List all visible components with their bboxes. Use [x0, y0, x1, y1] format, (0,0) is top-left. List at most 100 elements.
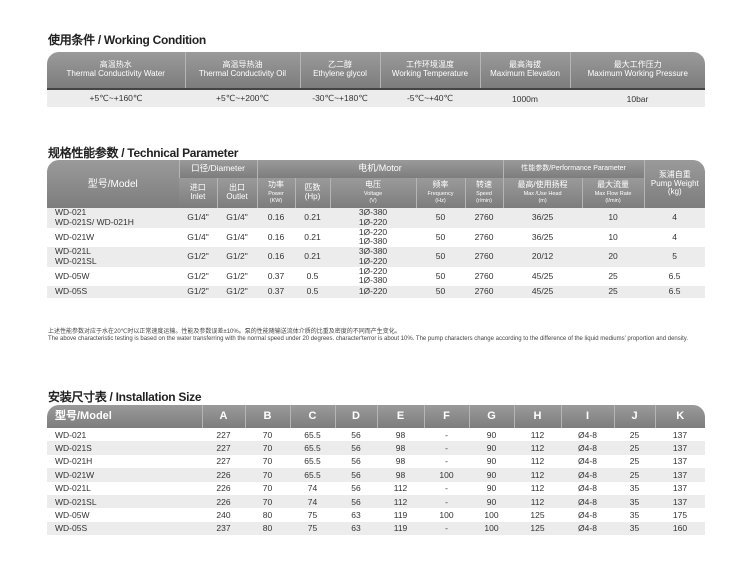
size-cell: 227: [216, 429, 231, 440]
header-c: C: [289, 405, 335, 428]
size-cell: 137: [672, 483, 688, 494]
outlet-cell: G1/2": [226, 270, 248, 281]
header-b: B: [244, 405, 290, 428]
hp-cell: 0.5: [306, 270, 319, 281]
working-value: +5℃~+160℃: [47, 89, 185, 107]
power-cell: 0.16: [257, 208, 295, 228]
model-name: WD-021W: [55, 231, 95, 242]
table-row: WD-021L 226 70 74 56 112 - 90 112 Ø4-8 35 137: [47, 482, 705, 495]
voltage-cell: 3Ø-380 1Ø-220: [330, 208, 416, 228]
table-row: WD-021 227 70 65.5 56 98 - 90 112 Ø4-8 25 137: [47, 428, 705, 441]
size-cell: 98: [395, 456, 406, 467]
outlet-cell: G1/4": [226, 231, 248, 242]
hp-cell: 0.21: [295, 247, 330, 267]
size-cell: 112: [514, 468, 561, 482]
header-diameter: 口径/Diameter: [178, 160, 257, 178]
outlet-cell: G1/4": [217, 208, 257, 228]
size-cell: 90: [486, 483, 497, 494]
model-cell: WD-021SL: [47, 494, 202, 509]
freq-cell: 50: [435, 231, 446, 242]
size-cell: 70: [262, 483, 273, 494]
header-head-line: 最高/使用扬程: [517, 179, 568, 189]
header-hp-line: 匹数: [304, 183, 321, 193]
header-power-line: (KW): [269, 198, 283, 205]
size-cell: -: [445, 456, 448, 467]
model-cell: WD-021S: [47, 441, 202, 455]
size-cell: 35: [614, 521, 655, 536]
header-motor: 电机/Motor: [256, 160, 504, 178]
model-cell: WD-021W: [47, 468, 202, 482]
size-cell: 70: [245, 494, 290, 509]
power-cell: 0.16: [267, 231, 285, 242]
header-voltage: 电压 Voltage (V): [329, 178, 416, 208]
working-header-line: Maximum Elevation: [490, 69, 560, 78]
header-speed-line: (r/min): [476, 198, 492, 205]
size-cell: 56: [335, 468, 377, 482]
model-cell: WD-05W: [55, 510, 90, 521]
size-cell: 56: [351, 429, 361, 440]
header-flow: 最大流量 Max Flow Rate (l/min): [581, 178, 645, 208]
header-model: 型号/Model: [47, 160, 179, 208]
size-cell: 65.5: [304, 456, 321, 467]
weight-cell: 5: [644, 247, 706, 267]
size-cell: 90: [486, 429, 497, 440]
weight-cn: 泵浦自重: [658, 169, 691, 179]
size-cell: 90: [469, 494, 514, 509]
table-row: WD-05S 237 80 75 63 119-100 125 Ø4-8 35 160: [47, 521, 705, 536]
working-value: 1000m: [480, 89, 570, 107]
power-cell: 0.37: [267, 270, 285, 281]
working-header-line: Ethylene glycol: [313, 69, 367, 78]
hp-cell: 0.5: [295, 286, 330, 298]
table-row: WD-021W G1/4" G1/4" 0.16 0.21 1Ø-220 1Ø-380 50 2…: [47, 227, 705, 248]
size-cell: 70: [262, 429, 273, 440]
size-cell: 25: [614, 468, 655, 482]
size-cell: 112: [393, 483, 408, 494]
header-speed-line: 转速: [476, 179, 493, 189]
size-cell: 63: [351, 510, 361, 521]
size-cell: Ø4-8: [578, 429, 597, 440]
voltage-value: 1Ø-220: [358, 216, 388, 227]
voltage-value: 1Ø-380: [358, 275, 388, 286]
working-value: -5℃~+40℃: [380, 89, 480, 107]
working-header: 高温导热油 Thermal Conductivity Oil: [184, 52, 300, 90]
working-header: 工作环境温度 Working Temperature: [379, 52, 480, 90]
header-power-line: Power: [268, 190, 284, 197]
header-k: K: [654, 405, 705, 428]
header-voltage-line: 电压: [365, 179, 381, 189]
size-cell: 125: [530, 510, 545, 521]
speed-cell: 2760: [474, 231, 494, 242]
header-power: 功率 Power (KW): [256, 178, 295, 208]
size-cell: Ø4-8: [578, 483, 597, 494]
freq-cell: 50: [435, 270, 446, 281]
working-header-line: 最高海拔: [509, 60, 541, 70]
technical-note: 上述性能参数对应于水在20℃时以正常速度运输。性能及参数误差±10%。泵的性能随…: [48, 329, 688, 343]
voltage-cell: 1Ø-220 1Ø-380: [330, 227, 416, 248]
size-cell: 137: [655, 494, 705, 509]
weight-cell: 4: [672, 231, 677, 242]
size-cell: Ø4-8: [578, 510, 597, 521]
table-row: WD-021H 227 70 65.5 56 98 - 90 112 Ø4-8 25 137: [47, 455, 705, 468]
table-row: WD-021W 226 70 65.5 56 98 100 90 112 Ø4-8 25 137: [47, 468, 705, 482]
size-cell: -: [445, 429, 448, 440]
model-cell: WD-021: [55, 429, 87, 440]
size-cell: 74: [290, 494, 335, 509]
model-name: WD-021: [55, 207, 87, 218]
size-cell: 56: [335, 494, 377, 509]
size-cell: -: [424, 441, 469, 455]
header-speed: 转速 Speed (r/min): [464, 178, 504, 208]
weight-cell: 6.5: [644, 286, 706, 298]
header-voltage-line: Voltage: [363, 190, 383, 197]
header-outlet-line: Outlet: [226, 192, 248, 201]
size-cell: 100: [484, 510, 499, 521]
model-cell: WD-05S: [47, 521, 202, 536]
working-header: 乙二醇 Ethylene glycol: [299, 52, 380, 90]
size-cell: 137: [672, 429, 688, 440]
size-cell: 98: [395, 429, 406, 440]
head-cell: 36/25: [503, 208, 583, 228]
working-header: 最高海拔 Maximum Elevation: [479, 52, 570, 90]
power-cell: 0.16: [257, 247, 295, 267]
size-cell: 240: [216, 510, 231, 521]
freq-cell: 50: [416, 247, 465, 267]
outlet-cell: G1/2": [217, 247, 257, 267]
size-cell: -: [424, 521, 469, 536]
